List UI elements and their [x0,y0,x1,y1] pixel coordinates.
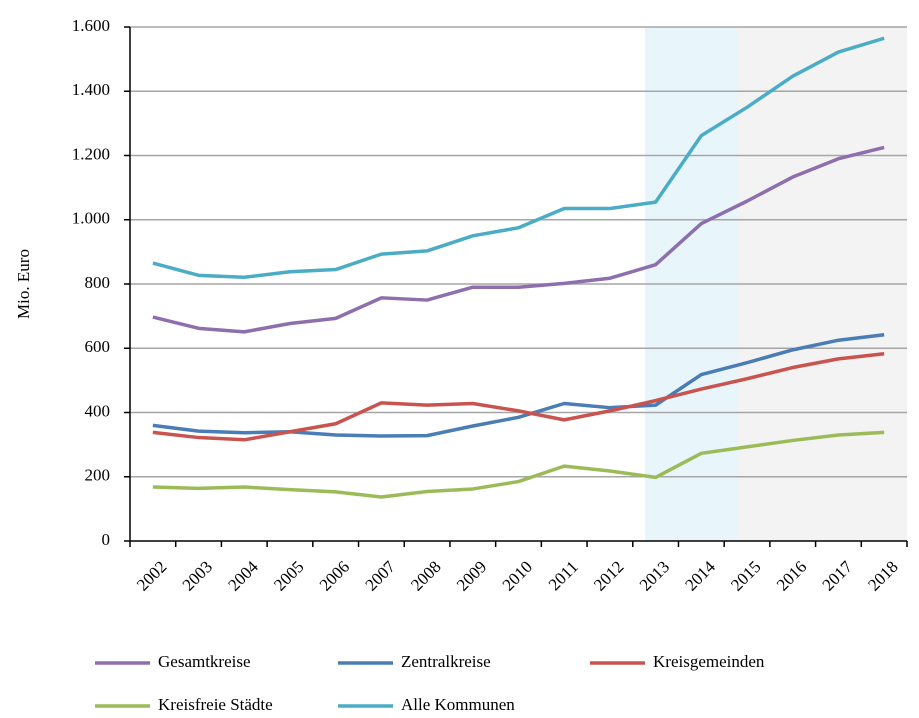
legend-label: Zentralkreise [401,652,491,671]
series-line [152,333,885,438]
x-tick-label: 2018 [864,557,901,594]
y-tick-label: 800 [85,273,111,292]
x-tick-label: 2008 [407,557,444,594]
x-tick-label: 2017 [819,557,857,595]
series-line [152,36,885,280]
y-tick-label: 600 [85,337,111,356]
y-axis-title: Mio. Euro [14,249,33,319]
x-tick-label: 2002 [133,557,170,594]
legend-label: Alle Kommunen [401,695,515,714]
series-line [152,430,885,499]
y-tick-label: 1.600 [72,16,110,35]
x-tick-label: 2003 [179,557,216,594]
x-tick-label: 2010 [499,557,536,594]
series-line [152,351,885,442]
x-tick-label: 2004 [224,557,262,595]
legend-label: Gesamtkreise [158,652,251,671]
x-tick-label: 2013 [636,557,673,594]
y-tick-label: 0 [102,530,111,549]
y-tick-label: 200 [85,466,111,485]
x-tick-label: 2009 [453,557,490,594]
y-tick-label: 400 [85,401,111,420]
y-tick-label: 1.000 [72,209,110,228]
y-tick-label: 1.400 [72,80,110,99]
legend-label: Kreisgemeinden [653,652,765,671]
x-tick-label: 2005 [270,557,307,594]
x-tick-label: 2007 [361,557,399,595]
legend-label: Kreisfreie Städte [158,695,273,714]
y-tick-label: 1.200 [72,144,110,163]
x-tick-label: 2006 [316,557,353,594]
x-tick-label: 2016 [773,557,810,594]
x-tick-label: 2012 [590,557,627,594]
x-tick-label: 2015 [727,557,764,594]
x-tick-label: 2011 [545,557,582,594]
x-tick-label: 2014 [681,557,719,595]
series-line [152,145,885,334]
